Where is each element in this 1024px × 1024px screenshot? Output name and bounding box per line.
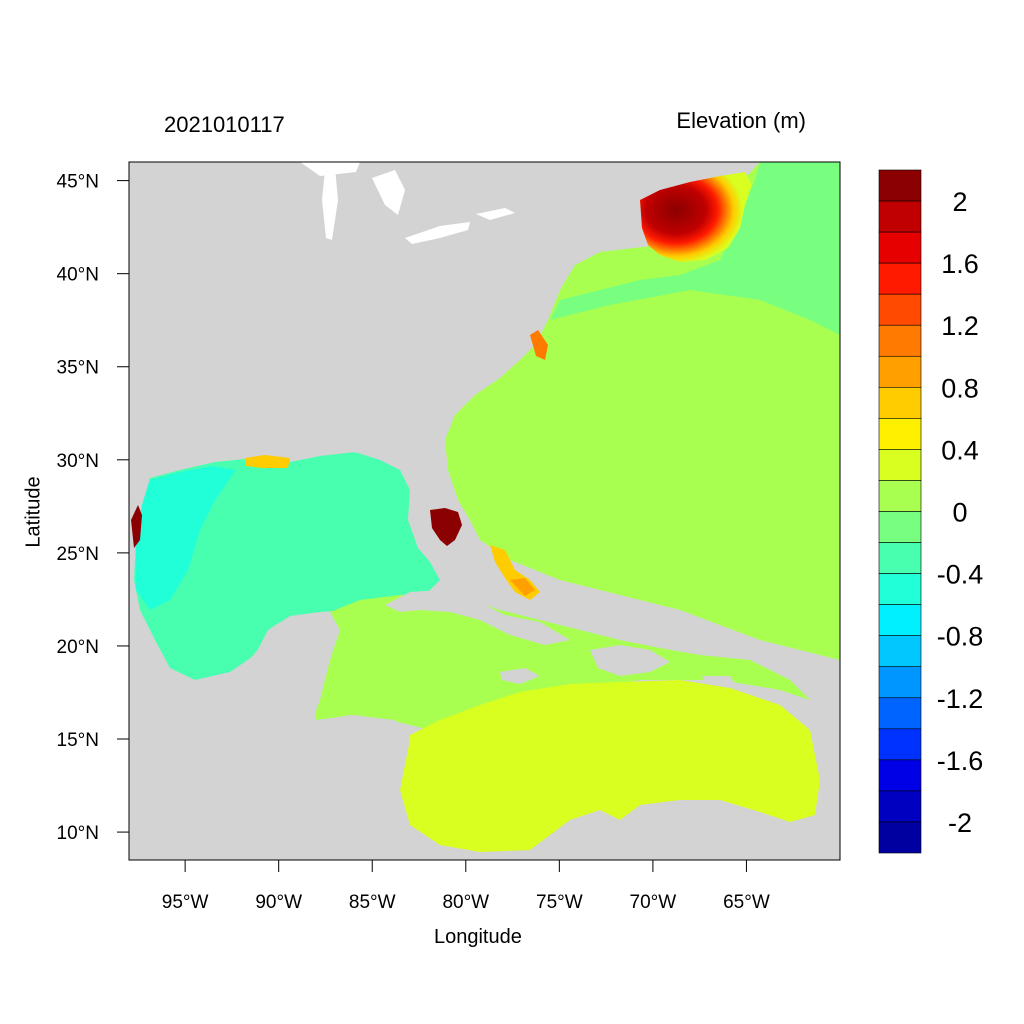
- colorbar-label: 2: [952, 187, 967, 217]
- x-tick-label: 80°W: [442, 892, 489, 913]
- y-tick-label: 15°N: [57, 730, 99, 751]
- lake-erie: [405, 222, 470, 244]
- land-north-america: [129, 162, 760, 540]
- land-jamaica: [500, 668, 540, 684]
- region-south-florida: [430, 508, 462, 546]
- lake-superior: [300, 162, 360, 176]
- plot-frame: [128, 161, 841, 861]
- x-axis-label: Longitude: [434, 926, 522, 948]
- colorbar-swatch: [878, 635, 922, 668]
- region-north-atlantic: [550, 162, 840, 335]
- region-bahama-core: [510, 578, 535, 596]
- colorbar-swatch: [878, 759, 922, 792]
- map-area: [129, 162, 840, 860]
- colorbar: 2 1.6 1.2 0.8 0.4 0 -0.4 -0.8 -1.2 -1.6 -2: [878, 169, 984, 854]
- datetime-label: 2021010117: [164, 112, 285, 137]
- region-gulf-of-maine: [640, 172, 752, 262]
- y-tick-label: 10°N: [57, 823, 99, 844]
- y-tick-label: 40°N: [57, 265, 99, 286]
- lake-ontario: [476, 208, 515, 220]
- land-south-america: [520, 805, 840, 860]
- colorbar-swatch: [878, 200, 922, 233]
- colorbar-swatch: [878, 573, 922, 605]
- colorbar-label: -1.2: [937, 684, 984, 714]
- colorbar-swatch: [878, 511, 922, 543]
- colorbar-swatch: [878, 604, 922, 636]
- colorbar-label: 0.8: [941, 373, 979, 403]
- colorbar-label: -1.6: [937, 746, 984, 776]
- y-axis: 45°N 40°N 35°N 30°N 25°N 20°N 15°N 10°N: [57, 172, 129, 844]
- region-western-gulf: [136, 466, 236, 610]
- colorbar-swatch: [878, 293, 922, 326]
- colorbar-swatch: [878, 821, 922, 854]
- colorbar-swatch: [878, 790, 922, 823]
- land-central-america: [129, 612, 420, 860]
- colorbar-swatch: [878, 728, 922, 761]
- colorbar-swatch: [878, 666, 922, 699]
- land-cuba: [385, 590, 570, 645]
- land-puerto-rico: [702, 676, 735, 684]
- x-tick-label: 70°W: [630, 892, 677, 913]
- colorbar-swatch: [878, 387, 922, 419]
- region-chesapeake: [530, 330, 548, 360]
- colorbar-swatch: [878, 262, 922, 295]
- colorbar-swatch: [878, 697, 922, 730]
- region-gulf-coast-texas: [131, 505, 142, 548]
- x-tick-label: 75°W: [536, 892, 583, 913]
- colorbar-label: 0.4: [941, 435, 979, 465]
- region-gulf-coast-louisiana: [245, 455, 290, 468]
- variable-label: Elevation (m): [676, 108, 806, 133]
- land-hispaniola: [590, 645, 670, 676]
- colorbar-label: -0.8: [937, 622, 984, 652]
- lake-michigan: [322, 168, 338, 240]
- region-caribbean-south: [400, 680, 820, 852]
- y-tick-label: 30°N: [57, 451, 99, 472]
- colorbar-swatch: [878, 542, 922, 574]
- colorbar-swatch: [878, 169, 922, 202]
- colorbar-label: 0: [952, 498, 967, 528]
- colorbar-swatch: [878, 449, 922, 481]
- x-tick-label: 65°W: [723, 892, 770, 913]
- y-tick-label: 20°N: [57, 637, 99, 658]
- colorbar-swatch: [878, 418, 922, 450]
- colorbar-swatch: [878, 355, 922, 388]
- colorbar-swatch: [878, 480, 922, 512]
- y-tick-label: 45°N: [57, 172, 99, 193]
- x-tick-label: 90°W: [255, 892, 302, 913]
- colorbar-label: 1.2: [941, 311, 979, 341]
- colorbar-swatch: [878, 324, 922, 357]
- y-tick-label: 25°N: [57, 544, 99, 565]
- colorbar-label: 1.6: [941, 249, 979, 279]
- x-tick-label: 95°W: [162, 892, 209, 913]
- colorbar-label: -2: [948, 808, 972, 838]
- colorbar-swatch: [878, 231, 922, 264]
- x-tick-label: 85°W: [349, 892, 396, 913]
- region-caribbean-north: [315, 592, 810, 730]
- colorbar-label: -0.4: [937, 560, 984, 590]
- lake-huron: [372, 170, 405, 215]
- x-axis: 95°W 90°W 85°W 80°W 75°W 70°W 65°W: [162, 860, 770, 913]
- y-tick-label: 35°N: [57, 358, 99, 379]
- region-eastern-atlantic-strip: [740, 162, 840, 198]
